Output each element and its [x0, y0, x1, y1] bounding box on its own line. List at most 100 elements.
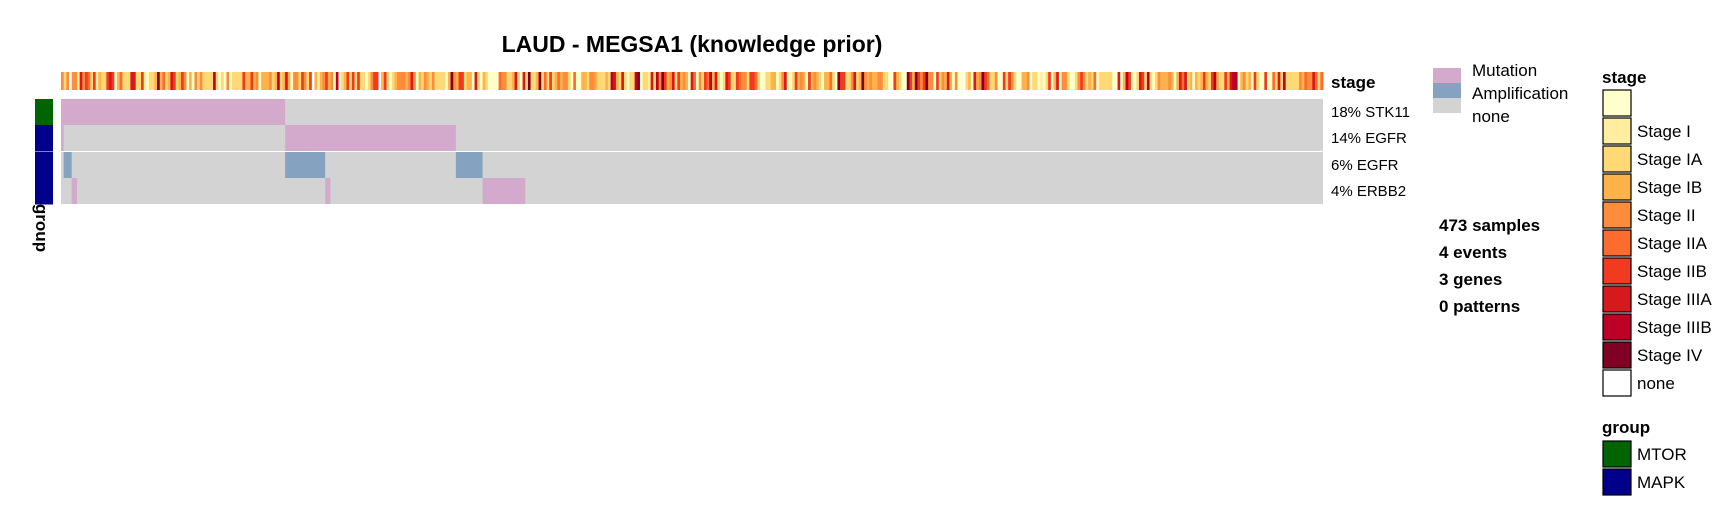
stage-cell [741, 72, 745, 90]
stage-cell [957, 72, 961, 90]
stage-cell [381, 72, 385, 90]
stage-cell [842, 72, 846, 90]
stage-cell [1010, 72, 1014, 90]
stage-cell [986, 72, 990, 90]
stage-cell [1165, 72, 1169, 90]
stage-cell [471, 72, 475, 90]
stage-cell [405, 72, 409, 90]
stage-cell [362, 72, 366, 90]
stage-cell [114, 72, 118, 90]
stage-cell [282, 72, 286, 90]
stage-cell [589, 72, 593, 90]
stage-cell [1250, 72, 1255, 90]
event-legend-label: Mutation [1472, 61, 1537, 80]
stage-cell [479, 72, 483, 90]
stage-cell [898, 72, 902, 90]
stage-cell [461, 72, 465, 90]
stage-cell [295, 72, 299, 90]
stage-cell [407, 72, 411, 90]
stage-cell [551, 72, 555, 90]
stage-cell [538, 72, 542, 90]
stage-cell [861, 72, 865, 90]
stage-cell [386, 72, 390, 90]
stage-cell [968, 72, 972, 90]
stage-cell [357, 72, 361, 90]
stage-cell [824, 72, 828, 90]
stage-cell [1160, 72, 1164, 90]
stage-cell [765, 72, 769, 90]
stage-cell [455, 72, 459, 90]
stage-cell [960, 72, 964, 90]
stage-cell [1106, 72, 1110, 90]
stage-cell [906, 72, 910, 90]
stage-cell [330, 72, 334, 90]
stage-cell [850, 72, 854, 90]
row-label: 6% EGFR [1331, 157, 1399, 174]
stage-legend-label: none [1637, 374, 1675, 393]
stage-cell [135, 72, 139, 90]
stage-cell [1133, 72, 1137, 90]
stage-cell [904, 72, 908, 90]
stage-cell [832, 72, 836, 90]
stage-cell [1189, 72, 1193, 90]
stage-cell [818, 72, 822, 90]
stage-cell [351, 72, 355, 90]
stage-cell [789, 72, 793, 90]
stage-cell [1266, 72, 1271, 90]
stage-cell [530, 72, 534, 90]
stage-cell [634, 72, 638, 90]
matrix-row-background [61, 125, 1323, 151]
stage-cell [74, 72, 78, 90]
stage-cell [1293, 72, 1297, 90]
stage-cell [82, 72, 86, 90]
stage-cell [565, 72, 569, 90]
stage-cell [749, 72, 753, 90]
stage-cell [834, 72, 838, 90]
stage-cell [154, 72, 158, 90]
stage-cell [546, 72, 550, 90]
stage-cell [437, 72, 441, 90]
stage-cell [1117, 72, 1121, 90]
stage-cell [658, 72, 662, 90]
stage-cell [944, 72, 948, 90]
stage-cell [1280, 72, 1284, 90]
stage-cell [309, 72, 313, 90]
stage-cell [1218, 72, 1223, 90]
stage-cell [800, 72, 804, 90]
stage-cell [453, 72, 457, 90]
summary-stat: 4 events [1439, 243, 1507, 262]
stage-cell [797, 72, 801, 90]
stage-cell [1144, 72, 1148, 90]
stage-cell [722, 72, 726, 90]
stage-legend-swatch [1602, 369, 1632, 397]
stage-cell [517, 72, 521, 90]
group-axis-label: group [32, 204, 51, 252]
stage-cell [349, 72, 353, 90]
stage-cell [810, 72, 814, 90]
stage-cell [354, 72, 358, 90]
stage-cell [194, 72, 198, 90]
stage-cell [976, 72, 980, 90]
stage-cell [655, 72, 660, 90]
stage-cell [1034, 72, 1038, 90]
stage-cell [389, 72, 393, 90]
stage-cell [197, 72, 201, 90]
stage-cell [178, 72, 182, 90]
stage-cell [119, 72, 123, 90]
event-block-mutation [482, 178, 526, 204]
stage-legend-swatch [1602, 341, 1632, 369]
stage-legend: stage Stage I Stage IA Stage IB Stage II Stag… [1602, 68, 1712, 397]
stage-cell [279, 72, 283, 90]
stage-cell [626, 72, 630, 90]
stage-legend-swatch [1602, 285, 1632, 313]
stage-cell [431, 72, 435, 90]
stage-cell [840, 72, 844, 90]
stage-cell [1224, 72, 1228, 90]
stage-cell [1256, 72, 1260, 90]
stage-cell [882, 72, 886, 90]
stage-cell [770, 72, 774, 90]
stage-cell [250, 72, 254, 90]
stage-cell [936, 72, 940, 90]
stage-cell [938, 72, 942, 90]
stage-cell [173, 72, 177, 90]
